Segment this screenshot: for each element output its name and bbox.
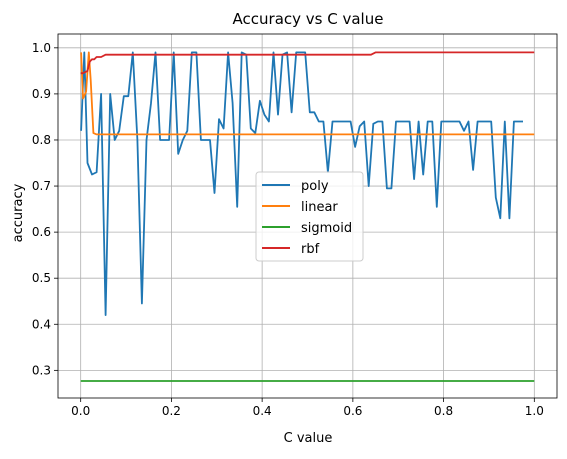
legend-label-poly: poly xyxy=(301,179,329,194)
legend-label-linear: linear xyxy=(301,200,338,215)
legend: poly linear sigmoid rbf xyxy=(255,171,364,262)
series-lines xyxy=(80,51,535,382)
chart-title: Accuracy vs C value xyxy=(233,10,384,28)
y-axis-title: accuracy xyxy=(11,183,26,242)
legend-label-sigmoid: sigmoid xyxy=(301,221,352,236)
series-line-linear xyxy=(80,51,535,136)
x-tick-label: 1.0 xyxy=(525,404,544,418)
y-tick-label: 0.9 xyxy=(32,87,51,101)
series-line-poly xyxy=(80,51,523,317)
y-tick-label: 0.4 xyxy=(32,317,51,331)
x-tick-label: 0.8 xyxy=(434,404,453,418)
y-tick-label: 1.0 xyxy=(32,41,51,55)
x-axis-ticks: 0.0 0.2 0.4 0.6 0.8 1.0 xyxy=(71,398,544,418)
y-tick-label: 0.7 xyxy=(32,179,51,193)
series-line-rbf xyxy=(80,51,535,75)
plot-frame xyxy=(57,33,558,399)
y-tick-label: 0.5 xyxy=(32,271,51,285)
x-tick-label: 0.0 xyxy=(71,404,90,418)
y-tick-label: 0.8 xyxy=(32,133,51,147)
x-tick-label: 0.2 xyxy=(162,404,181,418)
x-tick-label: 0.6 xyxy=(343,404,362,418)
y-tick-label: 0.3 xyxy=(32,363,51,377)
x-axis-title: C value xyxy=(284,431,333,446)
y-tick-label: 0.6 xyxy=(32,225,51,239)
legend-box xyxy=(255,171,364,262)
legend-label-rbf: rbf xyxy=(301,242,320,257)
y-axis-ticks: 0.3 0.4 0.5 0.6 0.7 0.8 0.9 1.0 xyxy=(32,41,58,377)
x-tick-label: 0.4 xyxy=(253,404,272,418)
